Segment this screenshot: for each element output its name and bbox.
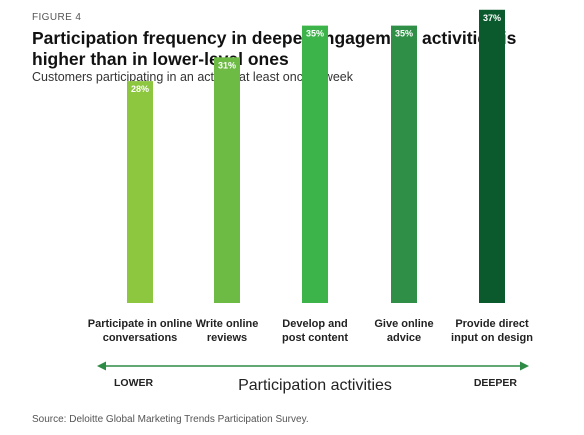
bar-value-label-5: 37% (483, 13, 501, 23)
category-label-1-line-2: conversations (103, 332, 178, 344)
bar-value-label-1: 28% (131, 84, 149, 94)
axis-right-label: DEEPER (474, 377, 518, 389)
category-label-4-line-2: advice (387, 332, 421, 344)
category-label-5-line-2: input on design (451, 332, 533, 344)
bar-3 (302, 25, 328, 303)
bar-value-label-3: 35% (306, 29, 324, 39)
category-label-3-line-1: Develop and (282, 318, 347, 330)
bar-2 (214, 57, 240, 304)
category-label-2-line-1: Write online (196, 318, 259, 330)
chart-subtitle: Customers participating in an activity a… (32, 70, 353, 84)
source-note: Source: Deloitte Global Marketing Trends… (32, 414, 309, 425)
axis-center-label: Participation activities (238, 377, 392, 394)
figure-label: FIGURE 4 (32, 12, 82, 23)
right-arrowhead (520, 361, 529, 371)
left-arrowhead (97, 361, 106, 371)
category-label-4-line-1: Give online (374, 318, 433, 330)
category-label-1-line-1: Participate in online (88, 318, 193, 330)
category-label-2-line-2: reviews (207, 332, 247, 344)
bar-1 (127, 81, 153, 303)
category-label-3-line-2: post content (282, 332, 348, 344)
category-label-5-line-1: Provide direct (455, 318, 529, 330)
bar-4 (391, 25, 417, 303)
bar-value-label-2: 31% (218, 60, 236, 70)
axis-left-label: LOWER (114, 377, 153, 389)
bar-5 (479, 9, 505, 304)
bar-value-label-4: 35% (395, 29, 413, 39)
bar-chart: 28% Participate in online conversations 31%… (88, 9, 533, 394)
